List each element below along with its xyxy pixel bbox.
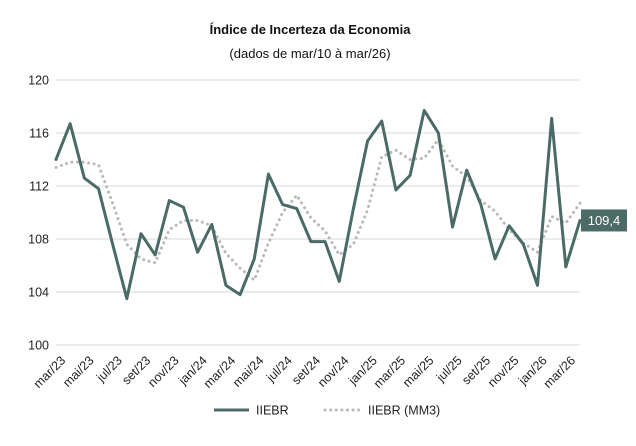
chart-subtitle: (dados de mar/10 à mar/26) <box>229 46 390 61</box>
series-line-iiebr <box>54 108 582 301</box>
gridlines <box>56 79 580 346</box>
chart-title: Índice de Incerteza da Economia <box>210 22 412 37</box>
x-axis: mar/23mai/23jul/23set/23nov/23jan/24mar/… <box>31 353 578 390</box>
series-lines <box>54 108 582 301</box>
x-tick-label: mar/25 <box>371 353 408 390</box>
y-tick-label: 108 <box>28 233 49 247</box>
y-tick-label: 100 <box>28 339 49 353</box>
x-tick-label: mai/24 <box>230 353 266 389</box>
x-tick-label: mar/24 <box>201 353 238 390</box>
x-tick-label: mai/23 <box>60 353 96 389</box>
last-value-callout: 109,4 <box>581 209 627 232</box>
x-tick-label: mar/26 <box>541 353 578 390</box>
x-tick-label: jul/24 <box>263 353 295 385</box>
callout-box <box>581 209 627 232</box>
y-tick-label: 116 <box>29 127 49 141</box>
x-tick-label: nov/24 <box>315 353 351 389</box>
legend-label-mm3: IIEBR (MM3) <box>368 404 440 418</box>
callout-value: 109,4 <box>588 213 621 228</box>
legend: IIEBR IIEBR (MM3) <box>214 404 440 418</box>
legend-label-iiebr: IIEBR <box>256 404 289 418</box>
y-tick-label: 112 <box>29 180 49 194</box>
y-axis: 100 104 108 112 116 120 <box>28 74 49 353</box>
x-tick-label: nov/25 <box>485 353 521 389</box>
x-tick-label: nov/23 <box>145 353 181 389</box>
x-tick-label: jul/23 <box>93 353 125 385</box>
x-tick-label: jul/25 <box>433 353 465 385</box>
y-tick-label: 120 <box>28 74 49 88</box>
series-line-mm3 <box>54 138 582 282</box>
x-tick-label: mar/23 <box>31 353 68 390</box>
y-tick-label: 104 <box>28 286 49 300</box>
x-tick-label: mai/25 <box>400 353 436 389</box>
